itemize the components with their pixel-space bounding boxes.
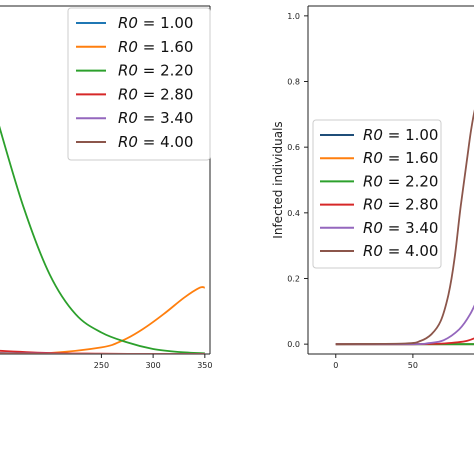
- left-series-line-6: [0, 352, 205, 354]
- right-y-tick-label: 1.0: [287, 12, 300, 21]
- left-legend-label-1: R0 = 1.00: [118, 14, 193, 32]
- left-legend-label-6: R0 = 4.00: [118, 133, 193, 151]
- right-series-group: [335, 109, 474, 346]
- right-legend-label-2: R0 = 1.60: [363, 149, 438, 167]
- left-series-line-3: [0, 125, 205, 354]
- right-series-line-4: [335, 337, 474, 346]
- left-series-line-2: [0, 286, 205, 354]
- right-legend-label-6: R0 = 4.00: [363, 242, 438, 260]
- right-y-tick-label: 0.2: [287, 274, 300, 283]
- left-series-group: [0, 125, 205, 354]
- right-legend-label-4: R0 = 2.80: [363, 196, 438, 214]
- right-legend-label-5: R0 = 3.40: [363, 219, 438, 237]
- right-y-tick-label: 0.4: [287, 209, 300, 218]
- right-legend-box: [312, 119, 442, 269]
- right-y-tick-label: 0.6: [287, 143, 300, 152]
- right-y-tick-label: 0.8: [287, 78, 300, 87]
- left-plot-panel: 250 300 350 R0 = 1.00 R0 = 1.60 R0 = 2.20 R0 =…: [0, 5, 212, 370]
- left-x-tick-label: 350: [197, 361, 212, 370]
- left-x-tick-label: 250: [94, 361, 109, 370]
- right-y-axis-label: Infected individuals: [271, 121, 285, 238]
- right-x-tick-label: 0: [333, 361, 338, 370]
- right-series-line-5: [335, 304, 474, 346]
- right-y-tick-label: 0.0: [287, 340, 300, 349]
- left-legend-label-2: R0 = 1.60: [118, 38, 193, 56]
- right-series-line-6: [335, 109, 474, 346]
- left-legend-label-3: R0 = 2.20: [118, 62, 193, 80]
- right-x-tick-label: 50: [408, 361, 418, 370]
- right-legend-label-3: R0 = 2.20: [363, 172, 438, 190]
- right-legend-label-1: R0 = 1.00: [363, 126, 438, 144]
- left-x-tick-label: 300: [145, 361, 160, 370]
- left-legend-label-4: R0 = 2.80: [118, 85, 193, 103]
- left-legend-label-5: R0 = 3.40: [118, 109, 193, 127]
- right-plot-panel: 0 50 0.0 0.2 0.4 0.6 0.8 1.0 Infected individual…: [271, 5, 474, 370]
